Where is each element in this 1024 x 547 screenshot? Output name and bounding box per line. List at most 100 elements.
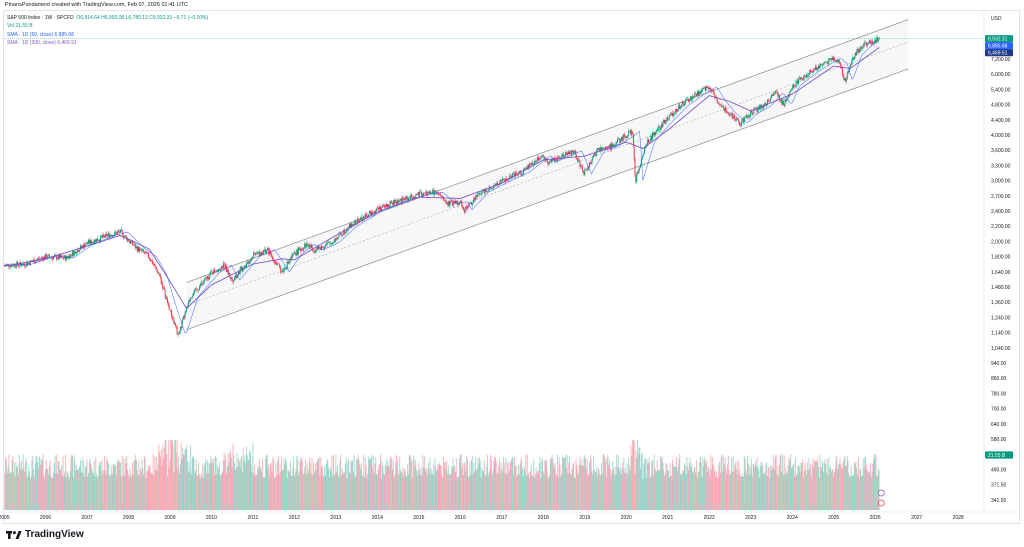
candle-body <box>485 188 487 192</box>
price-tick-label: 640.00 <box>991 422 1007 428</box>
volume-bar <box>222 460 224 510</box>
volume-bar <box>231 467 233 510</box>
candle-body <box>423 192 425 196</box>
candle-body <box>534 161 536 162</box>
volume-bar <box>854 464 856 510</box>
candle-body <box>699 91 701 94</box>
volume-bar <box>425 471 427 510</box>
volume-bar <box>567 472 569 510</box>
volume-bar <box>589 454 591 510</box>
candle-body <box>364 217 366 219</box>
candle-body <box>833 57 835 61</box>
candle-body <box>80 245 82 250</box>
volume-bar <box>135 454 137 510</box>
volume-bar <box>332 455 334 510</box>
candle-body <box>736 117 738 119</box>
volume-bar <box>778 464 780 510</box>
volume-bar <box>515 465 517 510</box>
legend-sma50[interactable]: SMA · 1D (50, close) 6,885.68 <box>7 31 208 39</box>
volume-bar <box>557 476 559 510</box>
volume-bar <box>773 455 775 510</box>
candle-body <box>336 237 338 240</box>
volume-bar <box>693 468 695 510</box>
candle-body <box>219 269 221 270</box>
volume-bar <box>78 468 80 510</box>
candle-body <box>794 86 796 87</box>
candle-body <box>695 94 697 96</box>
volume-bar <box>637 454 639 510</box>
candle-body <box>149 258 151 260</box>
candle-body <box>800 77 802 80</box>
candle-body <box>222 262 224 269</box>
candle-body <box>121 230 123 233</box>
volume-bar <box>268 463 270 510</box>
candle-body <box>430 191 432 195</box>
legend-sma200[interactable]: SMA · 1D (200, close) 6,469.51 <box>7 39 208 47</box>
volume-bar <box>767 467 769 510</box>
candle-body <box>826 61 828 64</box>
candle-body <box>288 262 290 264</box>
volume-bar <box>798 466 800 510</box>
candle-body <box>774 93 776 95</box>
volume-bar <box>175 440 177 510</box>
volume-bar <box>549 474 551 510</box>
volume-bar <box>290 475 292 510</box>
candle-body <box>233 280 235 282</box>
candle-body <box>628 131 630 136</box>
volume-bar <box>384 475 386 510</box>
earnings-marker-icon <box>877 499 885 507</box>
candle-body <box>199 284 201 287</box>
candle-body <box>225 265 227 269</box>
volume-bar <box>873 459 875 510</box>
candle-body <box>41 257 43 258</box>
candle-body <box>366 214 368 218</box>
candle-body <box>388 206 390 208</box>
volume-bar <box>285 460 287 510</box>
volume-bar <box>304 467 306 510</box>
volume-bar <box>373 473 375 510</box>
candle-body <box>350 223 352 228</box>
volume-bar <box>865 464 867 510</box>
volume-bar <box>725 468 727 510</box>
volume-bar <box>297 460 299 510</box>
candle-body <box>337 236 339 238</box>
volume-bar <box>66 470 68 510</box>
candle-body <box>124 235 126 237</box>
candle-body <box>122 232 124 237</box>
volume-bar <box>715 476 717 510</box>
candle-body <box>353 221 355 226</box>
volume-bar <box>172 444 174 510</box>
volume-bar <box>739 469 741 510</box>
volume-bar <box>610 475 612 510</box>
candle-body <box>862 44 864 48</box>
candle-body <box>368 214 370 218</box>
candle-body <box>581 165 583 167</box>
volume-bar <box>289 460 291 510</box>
volume-bar <box>650 475 652 510</box>
volume-bar <box>126 456 128 510</box>
candle-body <box>619 138 621 143</box>
candle-body <box>411 194 413 198</box>
volume-bar <box>794 458 796 510</box>
volume-bar <box>804 461 806 510</box>
volume-bar <box>229 453 231 510</box>
symbol-title[interactable]: S&P 500 Index · 1W · SPCFD <box>7 15 74 21</box>
candle-body <box>638 168 640 173</box>
volume-bar <box>686 457 688 510</box>
volume-bar <box>594 470 596 510</box>
volume-bar <box>861 475 863 510</box>
candle-body <box>633 146 635 159</box>
volume-bar <box>330 471 332 510</box>
candle-body <box>581 165 583 171</box>
tradingview-logo[interactable]: TradingView <box>6 529 84 540</box>
volume-bar <box>821 460 823 510</box>
volume-bar <box>616 466 618 510</box>
volume-bar <box>190 473 192 510</box>
volume-bar <box>798 464 800 510</box>
candle-body <box>280 268 282 273</box>
candle-body <box>592 157 594 160</box>
volume-bar <box>313 462 315 510</box>
volume-bar <box>423 456 425 510</box>
volume-bar <box>557 454 559 510</box>
